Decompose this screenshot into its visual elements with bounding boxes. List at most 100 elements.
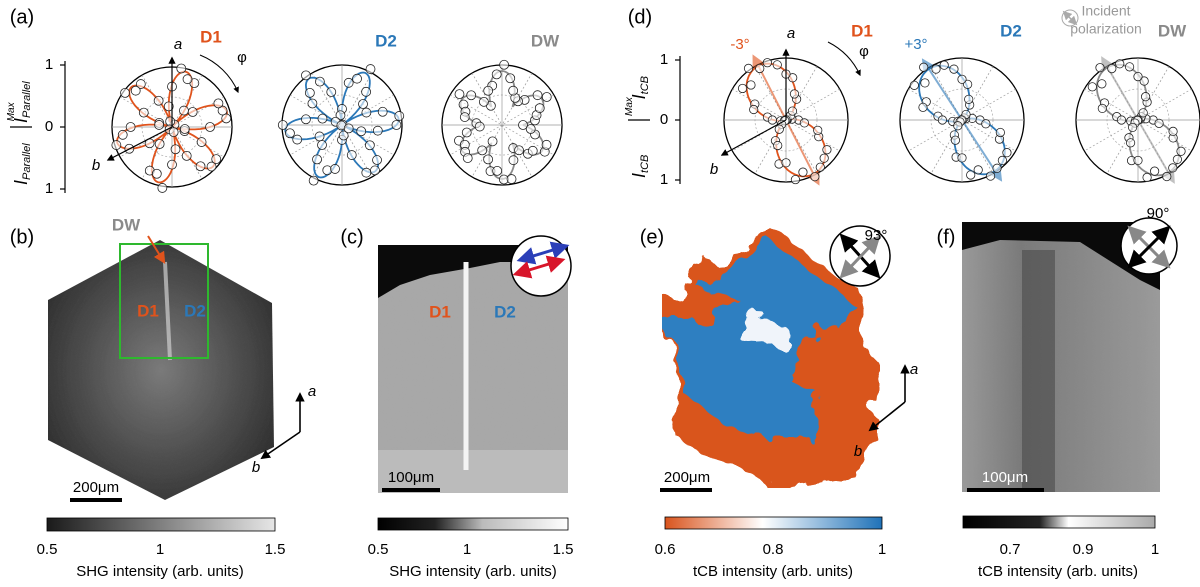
label: 1 [156,541,164,558]
label: a [308,383,316,400]
data-marker [130,85,141,96]
data-marker [117,129,128,140]
data-marker [356,126,367,137]
y-label-sub: tCB [639,76,651,94]
data-marker [1154,118,1164,128]
label: D1 [137,301,159,320]
data-marker [153,95,164,106]
data-marker [461,127,472,138]
data-marker [1133,155,1143,166]
data-marker [950,135,961,145]
data-marker [213,98,224,109]
angle-arc [827,41,861,77]
data-marker [964,94,974,104]
data-marker [1124,62,1135,72]
label: a [910,361,918,378]
pol-arrow [512,255,566,279]
data-marker [997,155,1007,165]
data-marker [195,161,206,172]
data-marker [151,168,162,179]
label: D1 [200,27,222,46]
data-marker [790,174,801,185]
data-marker [1125,138,1136,148]
y-label-sub: Parallel [21,81,33,118]
data-marker [111,140,122,150]
image-e [660,225,910,492]
label: 1 [660,51,668,68]
label: D2 [1000,21,1022,40]
y-label-main: I [629,94,649,99]
data-marker [346,150,357,160]
data-marker [1097,79,1107,89]
label: φ [859,43,869,60]
data-marker [492,165,503,176]
pol-arrow [839,235,881,279]
data-marker [966,170,976,180]
data-marker [822,145,832,155]
data-marker [483,85,494,96]
label: -3° [730,36,749,53]
data-marker [973,165,983,175]
label: 0.6 [655,541,676,558]
data-marker [541,139,552,150]
data-marker [1097,103,1107,114]
data-marker [918,102,928,112]
label: polarization [1070,21,1142,37]
data-marker [352,73,362,84]
data-marker [391,120,402,130]
data-marker [774,124,784,134]
data-marker [1095,63,1105,73]
data-marker [138,107,149,118]
label: +3° [904,36,927,53]
data-marker [1140,92,1151,102]
data-marker [781,158,791,168]
y-label-part: ItCB Max [624,76,651,116]
data-marker [920,78,930,88]
data-marker [372,155,382,165]
label: 0.5 [37,541,58,558]
data-marker [789,89,800,99]
data-marker [377,106,388,117]
label: 1 [45,56,53,73]
data-marker [326,87,337,97]
data-marker [179,105,189,116]
label: D1 [851,21,873,40]
colorbar [962,515,1156,529]
data-marker [743,63,754,73]
data-marker [474,121,485,132]
label: 200μm [73,479,119,496]
data-marker [527,145,538,156]
label: a [787,25,795,42]
data-marker [343,77,354,88]
y-label-part: ItCB [629,155,651,178]
data-marker [1138,108,1148,118]
y-label-main: I [11,118,31,123]
label: 1.5 [265,541,286,558]
label: 93° [865,227,888,244]
image-c [378,235,572,493]
data-marker [957,74,967,84]
label: DW [112,215,141,234]
data-marker [477,145,488,156]
data-marker [479,96,489,107]
data-marker [506,174,517,184]
data-marker [534,103,545,114]
data-marker [499,59,510,70]
edge [962,222,1160,290]
data-marker [163,101,174,112]
label: D2 [494,302,516,321]
label: Incident [1081,3,1130,19]
white-region [735,315,785,345]
data-marker [308,175,319,186]
data-marker [1115,59,1125,69]
label: b [92,157,100,174]
data-marker [799,118,809,128]
data-marker [312,154,322,165]
data-marker [361,86,372,97]
data-marker [487,136,498,147]
data-marker [292,134,303,145]
data-marker [1142,172,1152,183]
data-marker [525,124,536,134]
data-marker [1116,115,1127,125]
